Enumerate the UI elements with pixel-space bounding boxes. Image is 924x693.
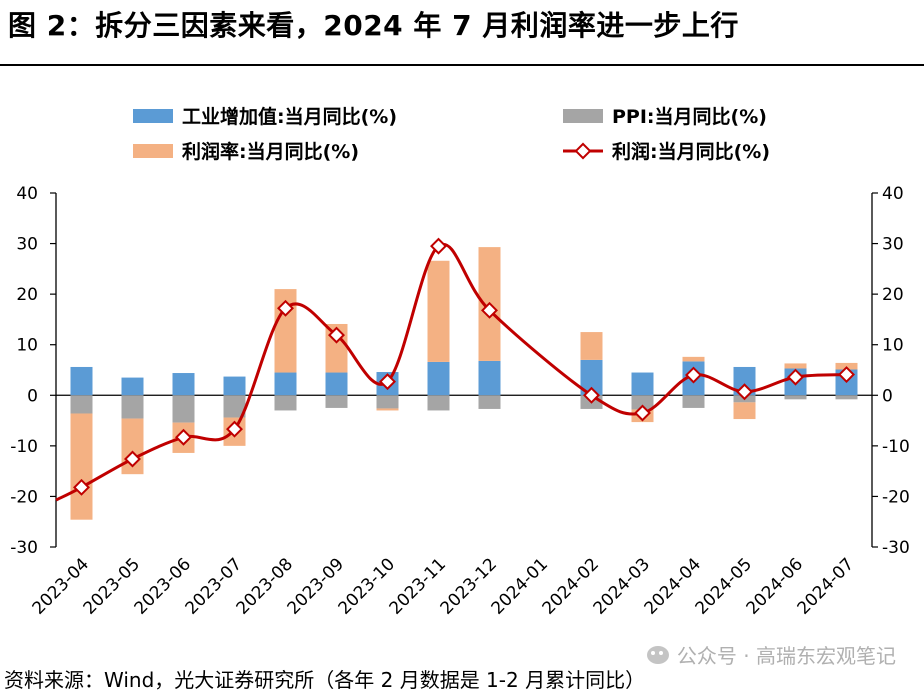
y-tick-label-left: 40 xyxy=(16,184,38,204)
profit-markers xyxy=(73,237,855,496)
y-tick-label-right: -30 xyxy=(882,538,910,558)
x-axis-labels: 2023-042023-052023-062023-072023-082023-… xyxy=(29,554,858,618)
bar-ppi xyxy=(478,395,501,409)
figure-title: 图 2：拆分三因素来看，2024 年 7 月利润率进一步上行 xyxy=(8,9,739,42)
profit-marker xyxy=(736,383,753,401)
y-tick-label-right: 30 xyxy=(882,235,904,255)
bar-ppi xyxy=(223,395,246,418)
bar-industrial xyxy=(172,373,195,396)
profit-marker xyxy=(430,237,447,255)
bar-ppi xyxy=(121,395,144,419)
title-divider xyxy=(0,64,924,66)
bar-margin xyxy=(376,408,399,411)
source-note: 资料来源：Wind，光大证券研究所（各年 2 月数据是 1-2 月累计同比） xyxy=(4,668,646,692)
legend-swatch-industrial xyxy=(133,109,173,123)
profit-marker xyxy=(124,450,141,468)
bar-margin xyxy=(784,363,807,369)
y-tick-label-left: 20 xyxy=(16,285,38,305)
y-tick-label-left: 30 xyxy=(16,235,38,255)
bar-ppi xyxy=(376,395,399,409)
y-tick-label-right: -10 xyxy=(882,437,910,457)
bar-margin xyxy=(682,356,705,362)
legend-swatch-ppi xyxy=(563,109,603,123)
y-tick-label-left: 10 xyxy=(16,336,38,356)
legend: 工业增加值:当月同比(%) PPI:当月同比(%) 利润率:当月同比(%) 利润… xyxy=(133,105,770,163)
y-tick-label-left: -30 xyxy=(10,538,38,558)
legend-label-ppi: PPI:当月同比(%) xyxy=(612,105,767,128)
legend-label-profit: 利润:当月同比(%) xyxy=(612,140,770,163)
bar-ppi xyxy=(835,395,858,400)
profit-marker xyxy=(328,326,345,344)
y-tick-label-right: 0 xyxy=(882,386,893,406)
y-tick-label-right: 20 xyxy=(882,285,904,305)
bar-ppi xyxy=(172,395,195,423)
wechat-icon xyxy=(646,645,669,664)
bars xyxy=(70,247,858,520)
chart: 工业增加值:当月同比(%) PPI:当月同比(%) 利润率:当月同比(%) 利润… xyxy=(10,105,910,619)
bar-margin xyxy=(733,402,756,420)
bar-industrial xyxy=(121,377,144,396)
profit-marker xyxy=(787,368,804,386)
profit-marker xyxy=(175,428,192,446)
y-tick-label-right: -20 xyxy=(882,487,910,507)
profit-marker xyxy=(838,366,855,384)
watermark: 公众号 · 高瑞东宏观笔记 xyxy=(646,640,896,669)
bar-margin xyxy=(427,260,450,362)
bar-industrial xyxy=(478,360,501,396)
profit-marker xyxy=(685,366,702,384)
profit-marker xyxy=(634,404,651,422)
profit-marker xyxy=(73,478,90,496)
bar-industrial xyxy=(223,376,246,396)
bar-margin xyxy=(580,332,603,360)
bar-ppi xyxy=(631,395,654,410)
bar-ppi xyxy=(70,395,93,414)
bar-industrial xyxy=(70,366,93,396)
y-tick-label-right: 10 xyxy=(882,336,904,356)
legend-marker-profit xyxy=(574,142,592,160)
bar-industrial xyxy=(580,359,603,396)
y-tick-label-left: 0 xyxy=(27,386,38,406)
bar-industrial xyxy=(274,372,297,396)
watermark-text: 公众号 · 高瑞东宏观笔记 xyxy=(676,644,896,668)
bar-ppi xyxy=(784,395,807,400)
profit-marker xyxy=(226,420,243,438)
bar-ppi xyxy=(682,395,705,408)
bar-industrial xyxy=(733,366,756,396)
legend-label-industrial: 工业增加值:当月同比(%) xyxy=(182,105,397,128)
profit-marker xyxy=(379,373,396,391)
profit-marker xyxy=(481,301,498,319)
legend-swatch-margin xyxy=(133,144,173,158)
bar-industrial xyxy=(427,361,450,396)
bar-industrial xyxy=(631,372,654,396)
legend-label-margin: 利润率:当月同比(%) xyxy=(182,140,359,163)
bar-ppi xyxy=(427,395,450,411)
axes: -30 -30 -20 -20 -10 -10 0 0 10 10 20 20 30 30 40 40 xyxy=(10,184,910,558)
profit-line xyxy=(55,242,847,502)
profit-marker xyxy=(583,386,600,404)
x-tick-label: 2024-07 xyxy=(794,554,858,618)
bar-margin xyxy=(70,413,93,520)
y-tick-label-right: 40 xyxy=(882,184,904,204)
y-tick-label-left: -20 xyxy=(10,487,38,507)
profit-line-path xyxy=(55,242,847,502)
bar-ppi xyxy=(274,395,297,411)
y-tick-label-left: -10 xyxy=(10,437,38,457)
bar-ppi xyxy=(325,395,348,408)
bar-industrial xyxy=(325,372,348,396)
profit-marker xyxy=(277,299,294,317)
